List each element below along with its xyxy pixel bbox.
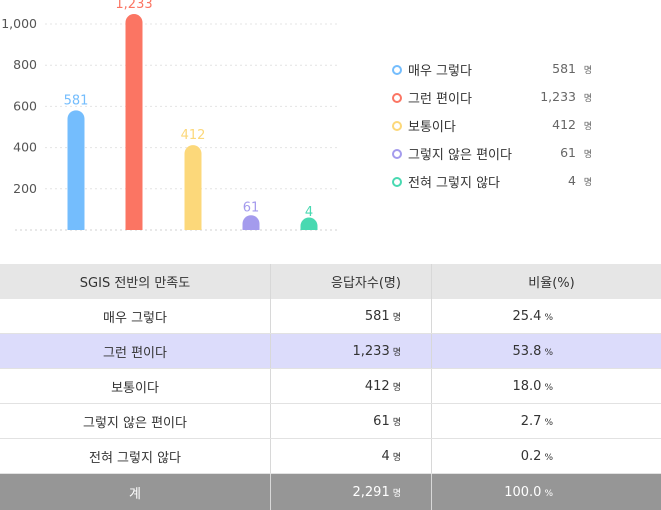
bar-data-label: 1,233 (115, 0, 152, 12)
y-axis-ticks: 200 400 600 800 1,000 (1, 16, 37, 196)
chart-grid (15, 24, 338, 230)
legend-value: 1,233 (540, 89, 576, 104)
row-count: 1,233 (353, 344, 390, 359)
row-label: 매우 그렇다 (0, 299, 271, 334)
pct-unit: % (544, 453, 553, 463)
row-label: 보통이다 (0, 369, 271, 404)
total-label: 계 (0, 474, 271, 510)
y-tick-label: 200 (13, 181, 37, 196)
row-pct: 0.2 (521, 449, 542, 464)
legend-unit: 명 (584, 175, 592, 188)
row-pct-cell: 25.4% (432, 299, 661, 334)
count-unit: 명 (393, 489, 401, 499)
row-pct-cell: 0.2% (432, 439, 661, 474)
y-tick-label: 600 (13, 98, 37, 113)
bar-data-label: 412 (181, 128, 206, 143)
row-count: 4 (381, 449, 389, 464)
y-tick-label: 400 (13, 140, 37, 155)
pct-unit: % (544, 383, 553, 393)
row-count: 61 (373, 414, 390, 429)
count-unit: 명 (393, 453, 401, 463)
legend-unit: 명 (584, 119, 592, 132)
legend-label: 그렇지 않은 편이다 (408, 144, 512, 163)
pct-unit: % (544, 348, 553, 358)
row-pct: 53.8 (512, 344, 541, 359)
row-label: 그런 편이다 (0, 334, 271, 369)
count-unit: 명 (393, 418, 401, 428)
legend-item[interactable]: 그렇지 않은 편이다 61 명 (392, 142, 602, 170)
row-pct: 25.4 (512, 309, 541, 324)
bar-data-label: 581 (64, 93, 89, 108)
legend-value: 412 (552, 117, 576, 132)
chart-legend: 매우 그렇다 581 명 그런 편이다 1,233 명 보통이다 412 명 그… (392, 58, 602, 198)
row-count: 412 (365, 379, 390, 394)
y-tick-label: 1,000 (1, 16, 37, 31)
bar (185, 145, 202, 230)
legend-label: 그런 편이다 (408, 88, 472, 107)
bar (68, 110, 85, 230)
column-header: 응답자수(명) (271, 264, 432, 299)
legend-unit: 명 (584, 91, 592, 104)
count-unit: 명 (393, 313, 401, 323)
legend-label: 매우 그렇다 (408, 60, 472, 79)
pct-unit: % (544, 313, 553, 323)
legend-marker-icon (392, 65, 402, 75)
legend-value: 61 (560, 145, 576, 160)
legend-marker-icon (392, 149, 402, 159)
legend-marker-icon (392, 121, 402, 131)
row-pct: 18.0 (512, 379, 541, 394)
pct-unit: % (544, 418, 553, 428)
y-tick-label: 800 (13, 57, 37, 72)
total-pct-cell: 100.0% (432, 474, 661, 510)
legend-unit: 명 (584, 147, 592, 160)
legend-marker-icon (392, 177, 402, 187)
bar-data-label: 61 (243, 200, 260, 215)
chart-bars (68, 14, 318, 230)
row-label: 그렇지 않은 편이다 (0, 404, 271, 439)
legend-item[interactable]: 전혀 그렇지 않다 4 명 (392, 170, 602, 198)
bar (126, 14, 143, 230)
legend-label: 보통이다 (408, 116, 456, 135)
legend-value: 581 (552, 61, 576, 76)
legend-marker-icon (392, 93, 402, 103)
row-count: 581 (365, 309, 390, 324)
total-pct: 100.0 (504, 485, 541, 500)
pct-unit: % (544, 489, 553, 499)
bar-data-label: 4 (305, 205, 313, 220)
count-unit: 명 (393, 383, 401, 393)
legend-label: 전혀 그렇지 않다 (408, 172, 500, 191)
row-pct-cell: 18.0% (432, 369, 661, 404)
bar (243, 215, 260, 230)
total-count: 2,291 (353, 485, 390, 500)
count-unit: 명 (393, 348, 401, 358)
legend-item[interactable]: 보통이다 412 명 (392, 114, 602, 142)
table-header-row: SGIS 전반의 만족도 응답자수(명) 비율(%) (0, 264, 661, 299)
column-header: SGIS 전반의 만족도 (0, 264, 271, 299)
column-header: 비율(%) (432, 264, 661, 299)
row-label: 전혀 그렇지 않다 (0, 439, 271, 474)
row-pct: 2.7 (521, 414, 542, 429)
legend-value: 4 (568, 173, 576, 188)
row-pct-cell: 2.7% (432, 404, 661, 439)
legend-item[interactable]: 매우 그렇다 581 명 (392, 58, 602, 86)
legend-unit: 명 (584, 63, 592, 76)
legend-item[interactable]: 그런 편이다 1,233 명 (392, 86, 602, 114)
row-pct-cell: 53.8% (432, 334, 661, 369)
